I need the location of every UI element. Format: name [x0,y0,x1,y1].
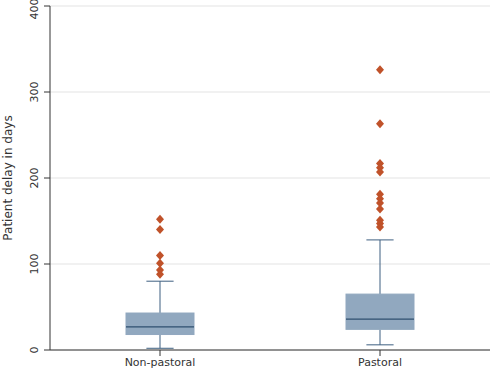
svg-text:300: 300 [28,82,41,103]
svg-text:Patient delay in days: Patient delay in days [8,115,15,240]
svg-text:100: 100 [28,254,41,275]
svg-text:0: 0 [28,347,41,354]
svg-text:200: 200 [28,168,41,189]
svg-text:Non-pastoral: Non-pastoral [125,356,196,369]
svg-text:400: 400 [28,0,41,20]
svg-text:Pastoral: Pastoral [358,356,402,369]
